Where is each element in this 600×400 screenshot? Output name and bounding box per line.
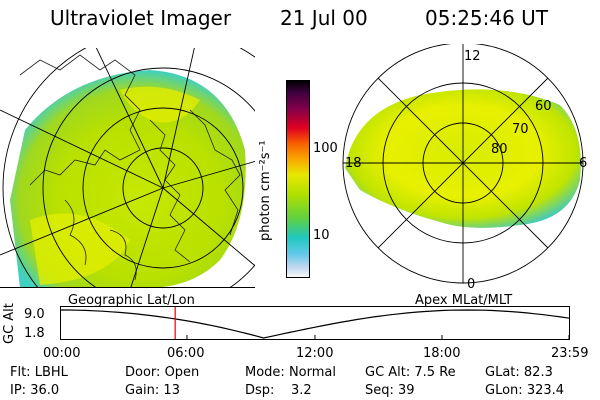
mlt-label-12: 12 — [464, 49, 481, 64]
alt-xtick-1200: 12:00 — [296, 346, 334, 361]
colorbar-label: photon cm⁻²s⁻¹ — [258, 140, 273, 241]
lat-lon-grid — [0, 48, 255, 288]
coastline-outline — [19, 54, 241, 281]
info-glat: GLat: 82.3 — [485, 365, 553, 380]
info-filter: Flt: LBHL — [10, 365, 68, 380]
date-label: 21 Jul 00 — [280, 6, 368, 30]
alt-xtick-2359: 23:59 — [551, 346, 589, 361]
mlat-label-70: 70 — [512, 122, 529, 137]
mlt-label-18: 18 — [345, 156, 362, 171]
colorbar-tick-10: 10 — [313, 228, 330, 243]
info-glon: GLon: 323.4 — [485, 383, 565, 398]
colorbar-tick-100: 100 — [313, 141, 338, 156]
geographic-map — [0, 48, 255, 288]
info-gc-alt: GC Alt: 7.5 Re — [365, 365, 456, 380]
info-ip: IP: 36.0 — [10, 383, 60, 398]
polar-mlat-mlt-plot: 12 18 6 0 60 70 80 — [342, 44, 587, 292]
alt-xtick-0600: 06:00 — [167, 346, 205, 361]
mlt-label-6: 6 — [579, 156, 587, 171]
alt-ytick-9: 9.0 — [24, 307, 45, 322]
alt-x-ticks — [60, 335, 570, 340]
mlt-label-0: 0 — [467, 277, 475, 292]
alt-plot-ylabel: GC Alt — [2, 303, 17, 344]
alt-ytick-1-8: 1.8 — [24, 326, 45, 341]
mlat-label-60: 60 — [535, 99, 552, 114]
mlat-label-80: 80 — [491, 142, 508, 157]
left-map-frame — [0, 287, 255, 288]
left-map-caption: Geographic Lat/Lon — [68, 293, 195, 308]
info-seq: Seq: 39 — [365, 383, 415, 398]
alt-xtick-1800: 18:00 — [423, 346, 461, 361]
altitude-plot — [60, 306, 570, 340]
info-mode: Mode: Normal — [245, 365, 336, 380]
info-door: Door: Open — [125, 365, 200, 380]
altitude-curve — [60, 309, 570, 339]
time-label: 05:25:46 UT — [425, 6, 549, 30]
info-gain: Gain: 13 — [125, 383, 180, 398]
right-map-caption: Apex MLat/MLT — [415, 293, 513, 308]
alt-xtick-0000: 00:00 — [43, 346, 81, 361]
polar-grid — [342, 44, 584, 284]
app-title: Ultraviolet Imager — [50, 6, 232, 30]
info-dsp: Dsp: 3.2 — [245, 383, 312, 398]
color-scale-bar — [286, 80, 310, 278]
